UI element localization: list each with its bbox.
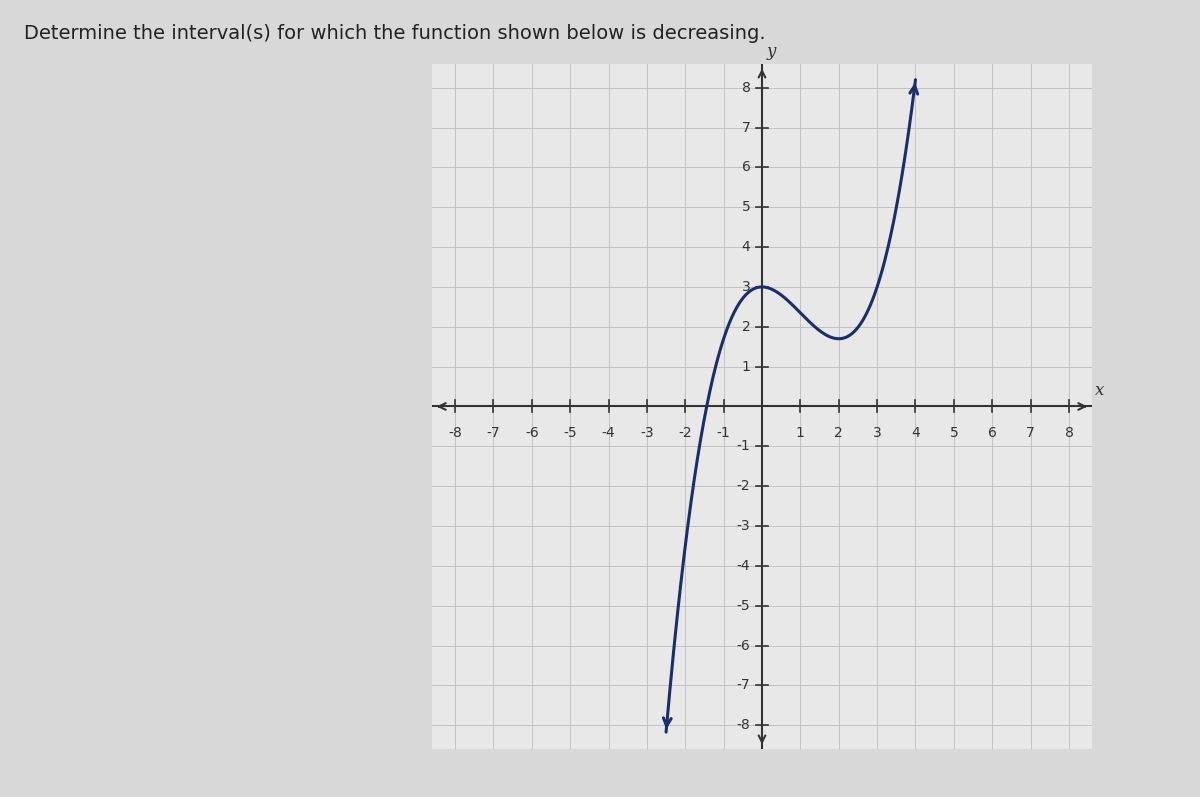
Text: 1: 1	[742, 359, 750, 374]
Text: 7: 7	[742, 120, 750, 135]
Text: -1: -1	[737, 439, 750, 453]
Text: -8: -8	[448, 426, 462, 441]
Text: -5: -5	[563, 426, 577, 441]
Text: 7: 7	[1026, 426, 1034, 441]
Text: 6: 6	[988, 426, 997, 441]
Text: 5: 5	[742, 200, 750, 214]
Text: y: y	[767, 43, 776, 61]
Text: -4: -4	[601, 426, 616, 441]
Text: -5: -5	[737, 599, 750, 613]
Text: -3: -3	[640, 426, 654, 441]
Text: -4: -4	[737, 559, 750, 573]
Text: 2: 2	[834, 426, 844, 441]
Text: -2: -2	[737, 479, 750, 493]
Text: -8: -8	[737, 718, 750, 732]
Text: 1: 1	[796, 426, 805, 441]
Text: -6: -6	[524, 426, 539, 441]
Text: 8: 8	[742, 80, 750, 95]
Text: 8: 8	[1064, 426, 1074, 441]
Text: Determine the interval(s) for which the function shown below is decreasing.: Determine the interval(s) for which the …	[24, 24, 766, 43]
Text: x: x	[1094, 382, 1104, 399]
Text: 3: 3	[872, 426, 882, 441]
Text: 2: 2	[742, 320, 750, 334]
Text: 3: 3	[742, 280, 750, 294]
Text: 5: 5	[949, 426, 959, 441]
Text: 4: 4	[742, 240, 750, 254]
Text: -3: -3	[737, 519, 750, 533]
Text: -1: -1	[716, 426, 731, 441]
Text: -7: -7	[737, 678, 750, 693]
Text: -7: -7	[486, 426, 500, 441]
Text: -2: -2	[678, 426, 692, 441]
Text: 6: 6	[742, 160, 750, 175]
Text: 4: 4	[911, 426, 920, 441]
Text: -6: -6	[737, 638, 750, 653]
